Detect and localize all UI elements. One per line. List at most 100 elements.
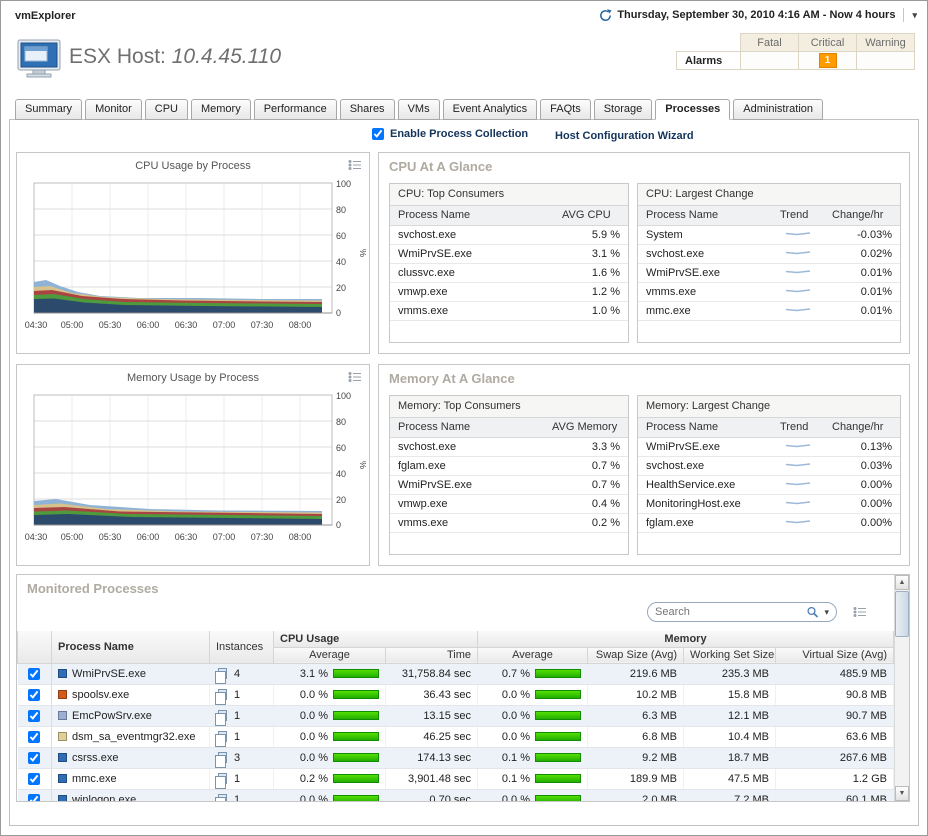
process-row[interactable]: csrss.exe 3 0.0 % 174.13 sec 0.1 % 9.2 M…	[17, 747, 894, 769]
row-checkbox[interactable]	[28, 667, 41, 680]
table-row[interactable]: fglam.exe 0.00%	[638, 513, 900, 533]
tab-vms[interactable]: VMs	[397, 99, 440, 120]
svg-text:100: 100	[336, 179, 351, 189]
table-row[interactable]: vmms.exe 0.2 %	[390, 513, 628, 533]
column-header-time[interactable]: Time	[384, 647, 479, 664]
memory-usage-chart-panel: Memory Usage by Process 100 80	[16, 364, 370, 566]
chart-menu-icon[interactable]	[348, 371, 362, 386]
working-set-value: 12.1 MB	[683, 705, 777, 727]
column-header: Process Name	[638, 206, 772, 226]
svg-text:08:00: 08:00	[289, 532, 312, 542]
chevron-down-icon[interactable]: ▾	[912, 9, 917, 20]
column-header-memory-average[interactable]: Average	[477, 647, 589, 664]
tab-storage[interactable]: Storage	[593, 99, 653, 120]
column-header-instances[interactable]: Instances	[209, 631, 274, 664]
table-row[interactable]: vmwp.exe 0.4 %	[390, 494, 628, 514]
search-input[interactable]	[655, 606, 803, 618]
scroll-down-arrow[interactable]: ▼	[895, 786, 909, 801]
table-row[interactable]: MonitoringHost.exe 0.00%	[638, 494, 900, 514]
scrollbar-thumb[interactable]	[895, 591, 909, 637]
row-checkbox[interactable]	[28, 793, 41, 801]
search-box[interactable]: ▾	[647, 602, 837, 622]
table-row[interactable]: svchost.exe 0.03%	[638, 456, 900, 476]
row-checkbox[interactable]	[28, 751, 41, 764]
swap-size-value: 10.2 MB	[587, 684, 685, 706]
table-row[interactable]: WmiPrvSE.exe 0.13%	[638, 437, 900, 457]
host-configuration-wizard-link[interactable]: Host Configuration Wizard	[555, 130, 694, 142]
refresh-icon[interactable]	[599, 8, 612, 22]
svg-text:80: 80	[336, 417, 346, 427]
process-name: MonitoringHost.exe	[638, 494, 772, 514]
alarm-count-critical[interactable]: 1	[818, 53, 837, 68]
svg-text:07:00: 07:00	[213, 532, 236, 542]
tab-cpu[interactable]: CPU	[144, 99, 188, 120]
column-header-cpu-average[interactable]: Average	[273, 647, 386, 664]
working-set-value: 7.2 MB	[683, 789, 777, 801]
table-row[interactable]: System -0.03%	[638, 225, 900, 245]
table-row[interactable]: HealthService.exe 0.00%	[638, 475, 900, 495]
search-options-arrow-icon[interactable]: ▾	[824, 606, 829, 617]
table-row[interactable]: fglam.exe 0.7 %	[390, 456, 628, 476]
tab-summary[interactable]: Summary	[15, 99, 83, 120]
tab-monitor[interactable]: Monitor	[85, 99, 142, 120]
table-row[interactable]: WmiPrvSE.exe 0.7 %	[390, 475, 628, 495]
tab-performance[interactable]: Performance	[253, 99, 337, 120]
column-header: Process Name	[390, 206, 554, 226]
process-row[interactable]: winlogon.exe 1 0.0 % 0.70 sec 0.0 % 2.0 …	[17, 789, 894, 801]
time-range-selector[interactable]: Thursday, September 30, 2010 4:16 AM - N…	[599, 8, 917, 22]
chart-menu-icon[interactable]	[348, 159, 362, 174]
trend-sparkline	[785, 288, 811, 292]
row-checkbox[interactable]	[28, 709, 41, 722]
table-row[interactable]: vmwp.exe 1.2 %	[390, 282, 628, 302]
tab-event-analytics[interactable]: Event Analytics	[442, 99, 538, 120]
svg-text:05:00: 05:00	[61, 532, 84, 542]
row-checkbox[interactable]	[28, 772, 41, 785]
table-row[interactable]: WmiPrvSE.exe 0.01%	[638, 263, 900, 283]
tab-administration[interactable]: Administration	[733, 99, 823, 120]
tab-processes[interactable]: Processes	[655, 99, 731, 120]
cpu-time-value: 0.70 sec	[385, 789, 479, 801]
table-menu-icon[interactable]	[853, 606, 867, 621]
tab-memory[interactable]: Memory	[190, 99, 251, 120]
table-row[interactable]: clussvc.exe 1.6 %	[390, 263, 628, 283]
avg-value: 0.4 %	[544, 494, 628, 514]
change-value: 0.01%	[824, 263, 900, 283]
process-row[interactable]: EmcPowSrv.exe 1 0.0 % 13.15 sec 0.0 % 6.…	[17, 705, 894, 727]
process-name: vmwp.exe	[390, 494, 544, 514]
column-header-working-set[interactable]: Working Set Size	[683, 647, 777, 664]
enable-process-collection[interactable]: Enable Process Collection	[372, 128, 528, 140]
process-row[interactable]: mmc.exe 1 0.2 % 3,901.48 sec 0.1 % 189.9…	[17, 768, 894, 790]
esx-host-icon	[17, 39, 63, 82]
process-row[interactable]: WmiPrvSE.exe 4 3.1 % 31,758.84 sec 0.7 %…	[17, 663, 894, 685]
panel-title: Memory At A Glance	[389, 371, 515, 386]
virtual-size-value: 63.6 MB	[775, 726, 894, 748]
column-header-swap-size[interactable]: Swap Size (Avg)	[587, 647, 685, 664]
avg-value: 1.6 %	[554, 263, 628, 283]
row-checkbox[interactable]	[28, 688, 41, 701]
column-header-process-name[interactable]: Process Name	[51, 631, 210, 664]
tab-shares[interactable]: Shares	[339, 99, 395, 120]
column-header-virtual-size[interactable]: Virtual Size (Avg)	[775, 647, 894, 664]
table-row[interactable]: mmc.exe 0.01%	[638, 301, 900, 321]
scroll-up-arrow[interactable]: ▲	[895, 575, 909, 590]
process-color-swatch	[58, 794, 67, 801]
working-set-value: 18.7 MB	[683, 747, 777, 769]
tab-faqts[interactable]: FAQts	[540, 99, 591, 120]
y-axis-label: %	[358, 249, 366, 257]
vertical-scrollbar[interactable]: ▲ ▼	[894, 575, 909, 801]
panel-title: CPU At A Glance	[389, 159, 493, 174]
row-checkbox[interactable]	[28, 730, 41, 743]
process-row[interactable]: spoolsv.exe 1 0.0 % 36.43 sec 0.0 % 10.2…	[17, 684, 894, 706]
enable-process-collection-checkbox[interactable]	[372, 128, 384, 140]
search-icon[interactable]	[806, 606, 820, 619]
table-row[interactable]: WmiPrvSE.exe 3.1 %	[390, 244, 628, 264]
table-row[interactable]: vmms.exe 1.0 %	[390, 301, 628, 321]
instances-icon	[215, 793, 227, 801]
cpu-time-value: 46.25 sec	[385, 726, 479, 748]
table-row[interactable]: svchost.exe 0.02%	[638, 244, 900, 264]
table-row[interactable]: vmms.exe 0.01%	[638, 282, 900, 302]
table-row[interactable]: svchost.exe 5.9 %	[390, 225, 628, 245]
alarm-count-warning	[856, 51, 915, 70]
process-row[interactable]: dsm_sa_eventmgr32.exe 1 0.0 % 46.25 sec …	[17, 726, 894, 748]
table-row[interactable]: svchost.exe 3.3 %	[390, 437, 628, 457]
